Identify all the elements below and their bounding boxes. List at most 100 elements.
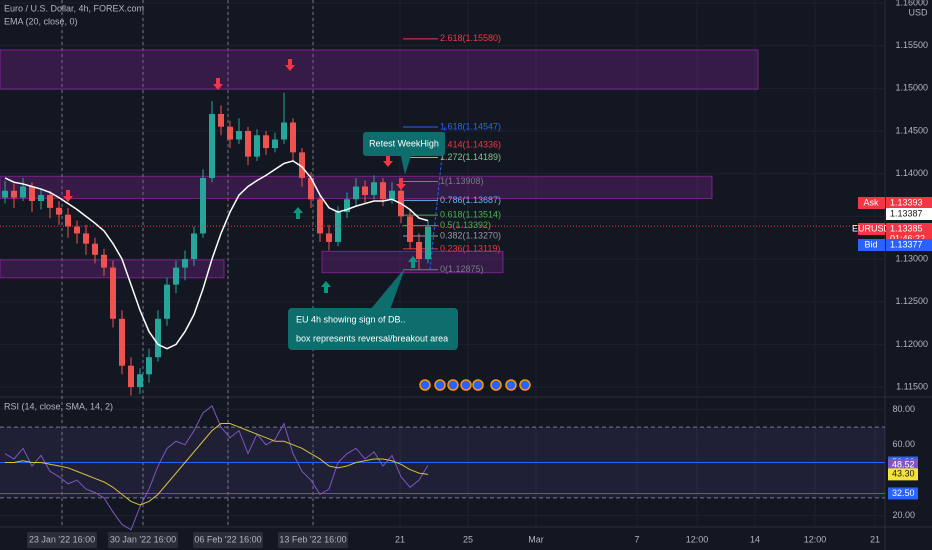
arrow-down bbox=[285, 59, 295, 71]
arrow-down bbox=[63, 190, 73, 202]
candle-body bbox=[263, 135, 269, 149]
fib-label: 1.618(1.14547) bbox=[440, 121, 501, 131]
x-tick-label: 13 Feb '22 16:00 bbox=[279, 534, 346, 544]
candle-body bbox=[101, 254, 107, 268]
arrow-up bbox=[321, 281, 331, 293]
candle-body bbox=[119, 318, 125, 366]
fib-label: 0.786(1.13687) bbox=[440, 195, 501, 205]
fib-label: 2.618(1.15580) bbox=[440, 33, 501, 43]
event-icon bbox=[490, 379, 502, 391]
candle-body bbox=[353, 186, 359, 200]
tag-name: EURUSD bbox=[852, 223, 891, 233]
fib-label: 1.414(1.14336) bbox=[440, 139, 501, 149]
event-icon bbox=[505, 379, 517, 391]
y-tick-label: 1.14000 bbox=[895, 168, 928, 178]
candle-body bbox=[173, 267, 179, 285]
fib-label: 0.5(1.13392) bbox=[440, 220, 491, 230]
y-tick-label: 20.00 bbox=[892, 510, 915, 520]
candle-body bbox=[245, 131, 251, 157]
candle-body bbox=[326, 233, 332, 242]
annotation: EU 4h showing sign of DB.. bbox=[296, 314, 406, 324]
callout-pointer bbox=[370, 268, 405, 310]
x-label-box bbox=[278, 532, 348, 548]
candle-body bbox=[335, 212, 341, 242]
arrow-down bbox=[213, 78, 223, 90]
tag-timer: 01:46:22 bbox=[890, 233, 925, 243]
candle-body bbox=[281, 122, 287, 140]
tag-name-box bbox=[858, 223, 885, 235]
candle-body bbox=[128, 365, 134, 388]
tag-box bbox=[886, 239, 932, 251]
candle-body bbox=[299, 152, 305, 178]
candle-body bbox=[182, 259, 188, 268]
y-tick-label: 80.00 bbox=[892, 404, 915, 414]
candle-body bbox=[389, 190, 395, 200]
candle-body bbox=[227, 126, 233, 140]
candle-body bbox=[407, 216, 413, 242]
x-tick-label: 21 bbox=[395, 534, 405, 544]
candle-body bbox=[137, 374, 143, 388]
y-tick-label: 60.00 bbox=[892, 439, 915, 449]
candle-body bbox=[11, 190, 17, 198]
fib-trend bbox=[429, 126, 446, 270]
y-tick-label: 1.14500 bbox=[895, 125, 928, 135]
callout bbox=[288, 308, 458, 350]
y-tick-label: 1.15500 bbox=[895, 40, 928, 50]
candle-body bbox=[47, 195, 53, 208]
rsi-level-label: 32.50 bbox=[892, 488, 915, 498]
tag-name: Bid bbox=[864, 239, 877, 249]
y-tick-label: 1.12500 bbox=[895, 296, 928, 306]
main-layer bbox=[0, 38, 885, 531]
candle-body bbox=[218, 113, 224, 127]
x-tick-label: 7 bbox=[634, 534, 639, 544]
tag-name-box bbox=[858, 239, 885, 251]
candle-body bbox=[65, 214, 71, 227]
currency-label: USD bbox=[908, 7, 928, 17]
candle-body bbox=[29, 186, 35, 201]
fib-label: 0.618(1.13514) bbox=[440, 210, 501, 220]
rsi-tag bbox=[888, 468, 918, 481]
candle-body bbox=[56, 207, 62, 215]
candle-body bbox=[110, 267, 116, 319]
callout-pointer bbox=[400, 152, 412, 175]
rsi-title: RSI (14, close, SMA, 14, 2) bbox=[4, 401, 113, 411]
candle-body bbox=[290, 122, 296, 153]
candle-body bbox=[146, 357, 152, 375]
candle-body bbox=[425, 226, 431, 260]
y-tick-label: 1.12000 bbox=[895, 339, 928, 349]
x-label-box bbox=[108, 532, 178, 548]
tag-value: 1.13387 bbox=[890, 208, 923, 218]
fib-label: 1(1.13908) bbox=[440, 176, 484, 186]
candle-body bbox=[83, 233, 89, 244]
x-tick-label: 25 bbox=[463, 534, 473, 544]
candle-body bbox=[317, 199, 323, 234]
arrow-up bbox=[293, 207, 303, 219]
x-tick-label: 14 bbox=[750, 534, 760, 544]
rsi-line bbox=[5, 423, 429, 506]
y-tick-label: 1.16000 bbox=[895, 0, 928, 7]
tag-name-box bbox=[858, 197, 885, 209]
fib-label: 1.272(1.14189) bbox=[440, 152, 501, 162]
fib-label: 0.382(1.13270) bbox=[440, 230, 501, 240]
candle-body bbox=[191, 233, 197, 260]
chart-title: Euro / U.S. Dollar, 4h, FOREX.com bbox=[4, 3, 144, 13]
annotation: Retest WeekHigh bbox=[369, 138, 439, 148]
x-tick-label: 12:00 bbox=[804, 534, 827, 544]
fib-label: 0(1.12875) bbox=[440, 264, 484, 274]
candle-body bbox=[74, 226, 80, 234]
candle-body bbox=[344, 199, 350, 213]
candle-body bbox=[371, 182, 377, 196]
candle-body bbox=[362, 186, 368, 196]
arrow-down bbox=[396, 178, 406, 190]
rsi-level-tag bbox=[888, 487, 918, 500]
candle-body bbox=[416, 241, 422, 260]
candle-body bbox=[92, 243, 98, 255]
fib-label: 0.236(1.13119) bbox=[440, 243, 500, 253]
x-tick-label: 30 Jan '22 16:00 bbox=[110, 534, 176, 544]
tag-name: Ask bbox=[863, 197, 879, 207]
rsi-line bbox=[4, 405, 429, 531]
candle-body bbox=[200, 177, 206, 234]
x-tick-label: 21 bbox=[870, 534, 880, 544]
